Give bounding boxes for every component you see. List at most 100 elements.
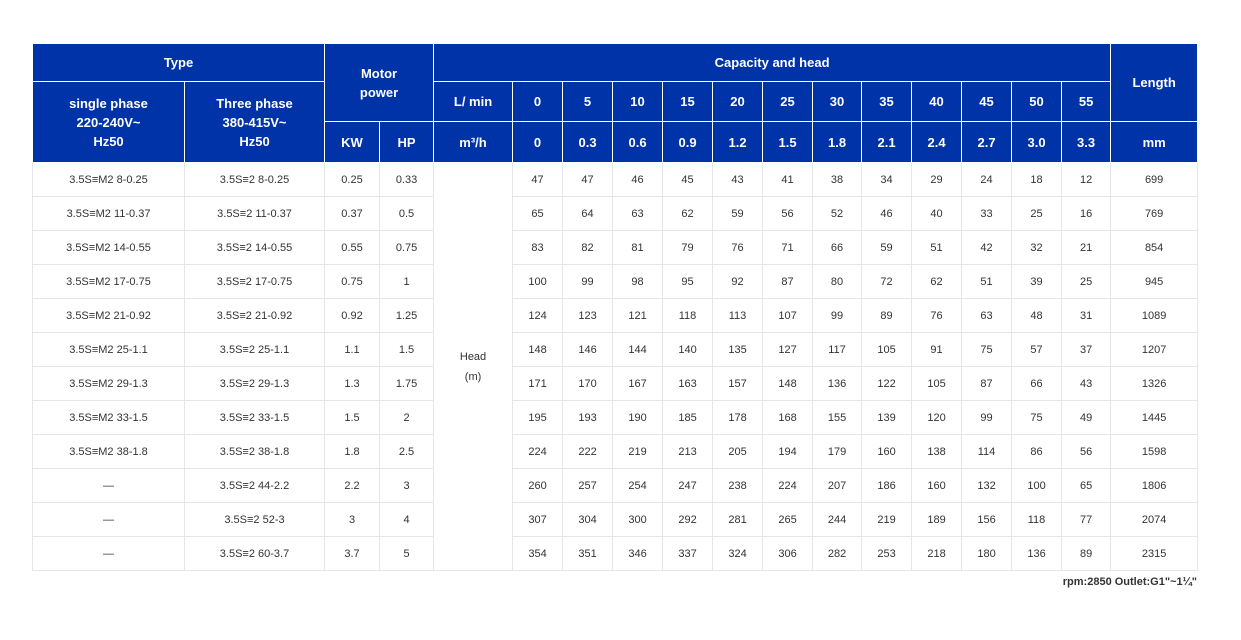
head-value: 76 (911, 298, 963, 333)
flow-lmin-cell: 10 (612, 81, 664, 122)
head-value: 80 (812, 264, 863, 299)
head-value: 219 (861, 502, 913, 537)
head-value: 105 (911, 366, 963, 401)
head-value: 244 (812, 502, 863, 537)
single-phase-model: 3.5S≡M2 38-1.8 (32, 434, 185, 469)
length-value: 699 (1110, 162, 1199, 197)
three-phase-model: 3.5S≡2 52-3 (183, 502, 326, 537)
table-row: 3.5S≡M2 33-1.5 3.5S≡2 33-1.5 1.5 2 195 193 190… (32, 400, 1199, 435)
head-value: 16 (1061, 196, 1112, 231)
head-value: 247 (662, 468, 714, 503)
table-row: 3.5S≡M2 29-1.3 3.5S≡2 29-1.3 1.3 1.75 171 170… (32, 366, 1199, 401)
head-label: Head (m) (433, 162, 514, 571)
capacity-head-header: Capacity and head (433, 43, 1112, 82)
head-value: 77 (1061, 502, 1112, 537)
length-value: 1207 (1110, 332, 1199, 367)
three-phase-line3: Hz50 (239, 133, 270, 149)
head-value: 281 (712, 502, 764, 537)
head-value: 148 (762, 366, 814, 401)
length-value: 1806 (1110, 468, 1199, 503)
head-value: 194 (762, 434, 814, 469)
head-value: 122 (861, 366, 913, 401)
flow-lmin-cell: 5 (562, 81, 614, 122)
head-value: 171 (512, 366, 564, 401)
head-value: 62 (662, 196, 714, 231)
head-value: 48 (1011, 298, 1063, 333)
head-value: 238 (712, 468, 764, 503)
head-value: 56 (762, 196, 814, 231)
head-value: 65 (512, 196, 564, 231)
head-value: 148 (512, 332, 564, 367)
hp-header: HP (379, 121, 435, 163)
head-value: 99 (812, 298, 863, 333)
hp-value: 5 (379, 536, 435, 571)
three-phase-model: 3.5S≡2 21-0.92 (183, 298, 326, 333)
table-row: —3.5S≡2 60-3.7 3.7 5 354 351 346 337 324 306 282 2… (32, 536, 1199, 571)
flow-m3h-cell: 3.0 (1011, 121, 1063, 163)
head-value: 65 (1061, 468, 1112, 503)
single-phase-line3: Hz50 (93, 133, 124, 149)
kw-value: 3 (324, 502, 381, 537)
length-value: 1326 (1110, 366, 1199, 401)
flow-lmin-cell: 40 (911, 81, 963, 122)
flow-lmin-cell: 45 (961, 81, 1013, 122)
head-value: 66 (812, 230, 863, 265)
head-value: 49 (1061, 400, 1112, 435)
table-row: —3.5S≡2 52-3 3 4 307 304 300 292 281 265 244 219 18… (32, 502, 1199, 537)
head-value: 18 (1011, 162, 1063, 197)
head-value: 224 (512, 434, 564, 469)
three-phase-model: 3.5S≡2 44-2.2 (183, 468, 326, 503)
head-value: 127 (762, 332, 814, 367)
head-value: 46 (612, 162, 664, 197)
head-value: 63 (612, 196, 664, 231)
head-value: 207 (812, 468, 863, 503)
flow-m3h-cell: 0.3 (562, 121, 614, 163)
head-value: 160 (911, 468, 963, 503)
head-value: 45 (662, 162, 714, 197)
head-value: 114 (961, 434, 1013, 469)
kw-value: 0.55 (324, 230, 381, 265)
three-phase-model: 3.5S≡2 60-3.7 (183, 536, 326, 571)
head-value: 63 (961, 298, 1013, 333)
head-value: 47 (562, 162, 614, 197)
table-row: 3.5S≡M2 25-1.1 3.5S≡2 25-1.1 1.1 1.5 148 146 1… (32, 332, 1199, 367)
single-phase-model: 3.5S≡M2 14-0.55 (32, 230, 185, 265)
single-phase-model: 3.5S≡M2 33-1.5 (32, 400, 185, 435)
head-value: 24 (961, 162, 1013, 197)
head-value: 337 (662, 536, 714, 571)
flow-m3h-cell: 1.2 (712, 121, 764, 163)
flow-m3h-cell: 2.1 (861, 121, 913, 163)
head-value: 163 (662, 366, 714, 401)
head-value: 52 (812, 196, 863, 231)
head-value: 146 (562, 332, 614, 367)
head-value: 190 (612, 400, 664, 435)
head-value: 253 (861, 536, 913, 571)
head-value: 118 (662, 298, 714, 333)
head-value: 292 (662, 502, 714, 537)
table-row: 3.5S≡M2 38-1.8 3.5S≡2 38-1.8 1.8 2.5 224 222 2… (32, 434, 1199, 469)
head-label-line2: (m) (464, 370, 482, 383)
head-value: 98 (612, 264, 664, 299)
head-value: 144 (612, 332, 664, 367)
flow-lmin-cell: 35 (861, 81, 913, 122)
head-value: 189 (911, 502, 963, 537)
kw-header: KW (324, 121, 381, 163)
head-value: 29 (911, 162, 963, 197)
head-value: 51 (961, 264, 1013, 299)
three-phase-model: 3.5S≡2 11-0.37 (183, 196, 326, 231)
footnote: rpm:2850 Outlet:G1"~1¼" (1062, 576, 1197, 588)
head-value: 43 (712, 162, 764, 197)
hp-value: 0.5 (379, 196, 435, 231)
table-row: 3.5S≡M2 14-0.55 3.5S≡2 14-0.55 0.55 0.75 83 8… (32, 230, 1199, 265)
head-value: 64 (562, 196, 614, 231)
flow-lmin-cell: 20 (712, 81, 764, 122)
head-value: 260 (512, 468, 564, 503)
head-value: 257 (562, 468, 614, 503)
head-value: 167 (612, 366, 664, 401)
flow-m3h-cell: 0.9 (662, 121, 714, 163)
head-value: 160 (861, 434, 913, 469)
motor-power-header: Motor power (324, 43, 435, 122)
hp-value: 1.75 (379, 366, 435, 401)
head-value: 62 (911, 264, 963, 299)
head-value: 155 (812, 400, 863, 435)
